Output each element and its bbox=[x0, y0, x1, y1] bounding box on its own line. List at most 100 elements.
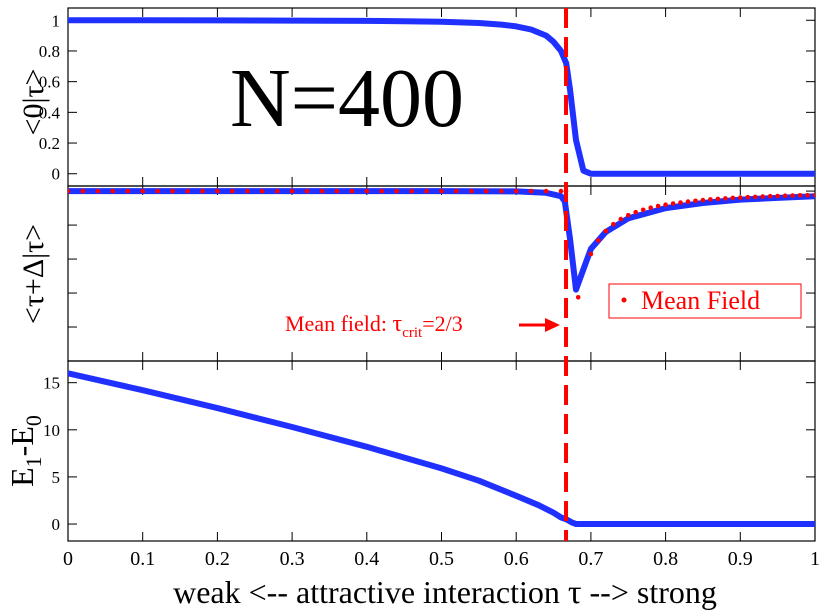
data-point bbox=[170, 188, 175, 194]
legend: Mean Field bbox=[608, 283, 802, 319]
data-point bbox=[513, 188, 519, 194]
data-point bbox=[648, 205, 653, 210]
data-point bbox=[469, 188, 474, 194]
data-point bbox=[125, 188, 131, 194]
data-point bbox=[767, 193, 773, 199]
data-point bbox=[752, 194, 758, 200]
data-point bbox=[655, 203, 661, 209]
data-point bbox=[140, 188, 145, 194]
y-tick-label: 0.2 bbox=[39, 134, 60, 153]
data-point bbox=[575, 295, 581, 300]
data-point bbox=[775, 193, 780, 199]
data-point bbox=[334, 188, 340, 194]
data-point bbox=[715, 196, 721, 202]
x-tick-label: 1 bbox=[810, 548, 820, 570]
data-point bbox=[700, 197, 706, 203]
data-point bbox=[611, 221, 616, 227]
data-point bbox=[289, 188, 295, 194]
x-tick-label: 0.9 bbox=[728, 548, 753, 570]
data-point bbox=[274, 188, 280, 194]
x-tick-label: 0.1 bbox=[130, 548, 155, 570]
critical-arrow bbox=[519, 318, 560, 332]
data-point bbox=[685, 199, 691, 204]
data-point bbox=[185, 188, 190, 194]
data-point bbox=[319, 188, 325, 194]
critical-point-label: Mean field: τcrit=2/3 bbox=[285, 311, 463, 341]
data-point bbox=[723, 196, 728, 201]
data-point bbox=[543, 188, 549, 194]
panel-energy-gap: 0 5 10 15 bbox=[43, 360, 816, 542]
data-point bbox=[670, 201, 676, 206]
data-point bbox=[245, 188, 250, 194]
data-point bbox=[454, 188, 459, 194]
data-point bbox=[230, 188, 235, 194]
panel-frame bbox=[67, 360, 816, 542]
data-point bbox=[95, 188, 101, 194]
y-tick-label: 1 bbox=[52, 11, 61, 30]
data-point bbox=[304, 188, 310, 194]
data-point bbox=[805, 192, 810, 198]
data-point bbox=[603, 228, 609, 234]
data-point bbox=[745, 194, 751, 200]
data-point bbox=[596, 238, 601, 243]
legend-box bbox=[608, 283, 802, 319]
y-axis-title-top: <0|τ> bbox=[17, 69, 50, 136]
data-point bbox=[499, 188, 504, 194]
data-point bbox=[200, 188, 205, 194]
x-tick-label: 0.8 bbox=[653, 548, 678, 570]
data-point bbox=[797, 193, 803, 198]
data-point bbox=[782, 193, 788, 198]
x-tick-label: 0.6 bbox=[504, 548, 529, 570]
data-point bbox=[618, 216, 624, 222]
data-point bbox=[409, 188, 414, 194]
x-axis-ticks: 0 0.1 0.2 0.3 0.4 0.5 0.6 0.7 0.8 0.9 1 bbox=[63, 548, 820, 570]
data-point bbox=[730, 195, 736, 201]
x-tick-label: 0.2 bbox=[205, 548, 230, 570]
data-point bbox=[259, 188, 265, 194]
y-tick-label: 10 bbox=[43, 421, 60, 440]
data-point bbox=[663, 202, 668, 207]
data-point bbox=[215, 188, 220, 194]
data-point bbox=[812, 192, 815, 198]
data-point bbox=[708, 197, 713, 202]
data-point bbox=[693, 198, 698, 204]
data-point bbox=[760, 194, 765, 199]
data-point bbox=[439, 188, 444, 194]
data-point bbox=[678, 200, 683, 205]
y-tick-label: 5 bbox=[52, 468, 61, 487]
data-point bbox=[424, 188, 429, 194]
data-point bbox=[379, 188, 385, 194]
x-axis-title: weak <-- attractive interaction τ --> st… bbox=[173, 574, 717, 611]
data-point bbox=[110, 188, 116, 194]
y-tick-label: 15 bbox=[43, 374, 60, 393]
series-line bbox=[68, 188, 815, 293]
data-point bbox=[155, 188, 160, 194]
x-tick-label: 0.4 bbox=[354, 548, 379, 570]
data-point bbox=[633, 209, 638, 215]
data-point bbox=[80, 188, 86, 194]
data-point bbox=[558, 188, 564, 194]
y-tick-label: 0.4 bbox=[39, 103, 61, 122]
data-point bbox=[528, 188, 534, 194]
data-point bbox=[738, 195, 743, 200]
series-group bbox=[68, 188, 815, 300]
data-point bbox=[588, 251, 594, 257]
x-tick-label: 0.5 bbox=[429, 548, 454, 570]
data-point bbox=[394, 188, 400, 194]
y-tick-label: 0.6 bbox=[39, 73, 60, 92]
x-tick-label: 0.3 bbox=[280, 548, 305, 570]
system-size-annotation: N=400 bbox=[230, 52, 464, 145]
series-line bbox=[68, 370, 815, 527]
y-tick-label: 0 bbox=[52, 165, 61, 184]
legend-label: Mean Field bbox=[641, 286, 760, 315]
y-axis-title-middle: <τ+Δ|τ> bbox=[17, 224, 50, 324]
data-point bbox=[640, 207, 646, 213]
x-tick-label: 0 bbox=[63, 548, 73, 570]
legend-marker bbox=[621, 297, 627, 303]
x-tick-label: 0.7 bbox=[578, 548, 603, 570]
series-group bbox=[68, 370, 815, 527]
series-line bbox=[68, 17, 815, 177]
y-tick-label: 0 bbox=[52, 515, 61, 534]
series-group bbox=[68, 17, 815, 177]
